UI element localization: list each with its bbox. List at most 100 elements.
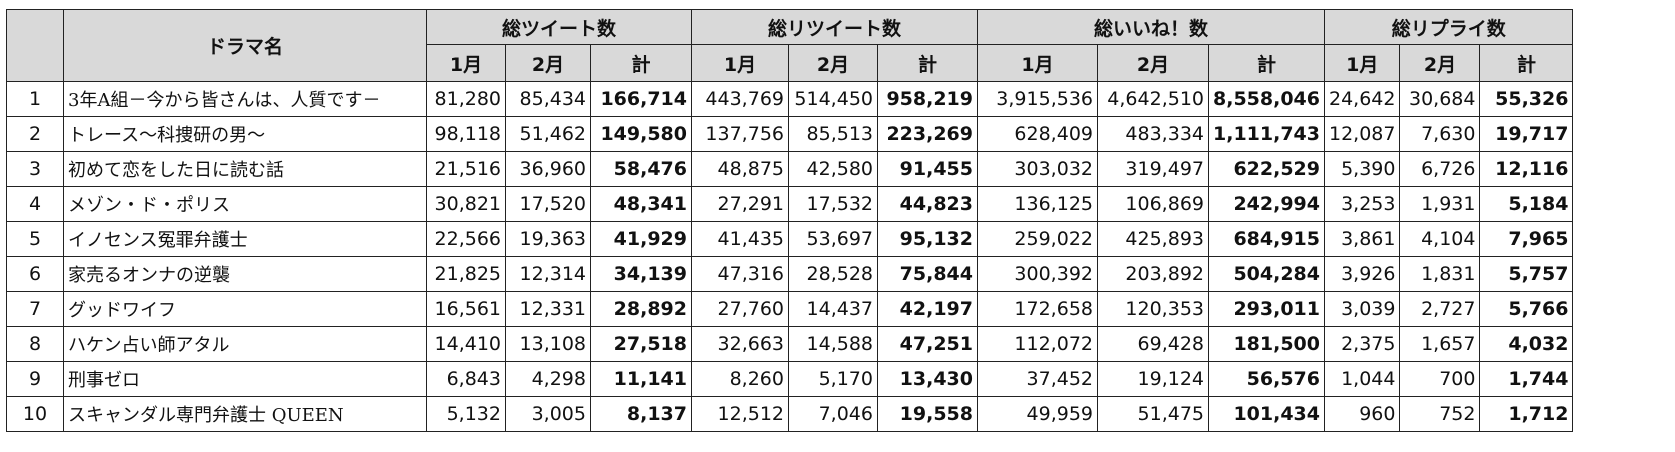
retweets-total: 19,558 bbox=[877, 396, 978, 432]
row-number: 4 bbox=[6, 186, 64, 222]
sub-header-jan: 1月 bbox=[977, 44, 1098, 82]
replies-feb: 752 bbox=[1399, 396, 1481, 432]
row-number: 9 bbox=[6, 361, 64, 397]
table-row: 7 グッドワイフ 16,561 12,331 28,892 27,760 14,437 42,… bbox=[6, 291, 1574, 327]
likes-feb: 106,869 bbox=[1097, 186, 1209, 222]
retweets-total: 47,251 bbox=[877, 326, 978, 362]
likes-jan: 300,392 bbox=[977, 256, 1098, 292]
row-number: 8 bbox=[6, 326, 64, 362]
table-row: 5 イノセンス冤罪弁護士 22,566 19,363 41,929 41,435 53,69… bbox=[6, 221, 1574, 257]
drama-title: トレース～科捜研の男～ bbox=[63, 116, 427, 152]
tweets-feb: 19,363 bbox=[505, 221, 591, 257]
retweets-feb: 28,528 bbox=[788, 256, 878, 292]
retweets-total: 13,430 bbox=[877, 361, 978, 397]
likes-feb: 120,353 bbox=[1097, 291, 1209, 327]
retweets-feb: 514,450 bbox=[788, 81, 878, 117]
tweets-feb: 36,960 bbox=[505, 151, 591, 187]
sub-header-feb: 2月 bbox=[1097, 44, 1209, 82]
replies-feb: 1,831 bbox=[1399, 256, 1481, 292]
replies-jan: 960 bbox=[1323, 396, 1401, 432]
replies-total: 5,766 bbox=[1479, 291, 1574, 327]
retweets-jan: 48,875 bbox=[691, 151, 789, 187]
tweets-header: 総ツイート数 bbox=[426, 9, 692, 45]
replies-feb: 7,630 bbox=[1399, 116, 1481, 152]
retweets-feb: 42,580 bbox=[788, 151, 878, 187]
likes-feb: 319,497 bbox=[1097, 151, 1209, 187]
tweets-total: 27,518 bbox=[590, 326, 692, 362]
sub-header-feb: 2月 bbox=[505, 44, 591, 82]
drama-stats-table: ドラマ名 総ツイート数 総リツイート数 総いいね！数 総リプライ数 1月 2月 … bbox=[6, 9, 1574, 432]
retweets-jan: 12,512 bbox=[691, 396, 789, 432]
row-number: 7 bbox=[6, 291, 64, 327]
tweets-jan: 81,280 bbox=[426, 81, 506, 117]
tweets-total: 58,476 bbox=[590, 151, 692, 187]
likes-jan: 628,409 bbox=[977, 116, 1098, 152]
likes-jan: 303,032 bbox=[977, 151, 1098, 187]
likes-header: 総いいね！数 bbox=[977, 9, 1325, 45]
sub-header-feb: 2月 bbox=[1399, 44, 1481, 82]
tweets-total: 11,141 bbox=[590, 361, 692, 397]
likes-total: 56,576 bbox=[1208, 361, 1325, 397]
sub-header-total: 計 bbox=[877, 44, 978, 82]
replies-feb: 2,727 bbox=[1399, 291, 1481, 327]
replies-header: 総リプライ数 bbox=[1323, 9, 1574, 45]
tweets-jan: 5,132 bbox=[426, 396, 506, 432]
tweets-total: 41,929 bbox=[590, 221, 692, 257]
likes-total: 1,111,743 bbox=[1208, 116, 1325, 152]
tweets-feb: 13,108 bbox=[505, 326, 591, 362]
drama-title: メゾン・ド・ポリス bbox=[63, 186, 427, 222]
tweets-feb: 4,298 bbox=[505, 361, 591, 397]
replies-total: 4,032 bbox=[1479, 326, 1574, 362]
retweets-feb: 14,588 bbox=[788, 326, 878, 362]
replies-total: 55,326 bbox=[1479, 81, 1574, 117]
retweets-total: 95,132 bbox=[877, 221, 978, 257]
replies-jan: 24,642 bbox=[1323, 81, 1401, 117]
tweets-feb: 12,331 bbox=[505, 291, 591, 327]
table-row: 8 ハケン占い師アタル 14,410 13,108 27,518 32,663 14,588… bbox=[6, 326, 1574, 362]
replies-feb: 6,726 bbox=[1399, 151, 1481, 187]
retweets-feb: 5,170 bbox=[788, 361, 878, 397]
replies-total: 5,757 bbox=[1479, 256, 1574, 292]
tweets-jan: 98,118 bbox=[426, 116, 506, 152]
table-row: 10 スキャンダル専門弁護士 QUEEN 5,132 3,005 8,137 12,512… bbox=[6, 396, 1574, 432]
retweets-total: 75,844 bbox=[877, 256, 978, 292]
tweets-feb: 85,434 bbox=[505, 81, 591, 117]
retweets-header: 総リツイート数 bbox=[691, 9, 978, 45]
row-number: 10 bbox=[6, 396, 64, 432]
drama-title: 刑事ゼロ bbox=[63, 361, 427, 397]
table-row: 4 メゾン・ド・ポリス 30,821 17,520 48,341 27,291 17,532… bbox=[6, 186, 1574, 222]
sub-header-jan: 1月 bbox=[691, 44, 789, 82]
row-number: 1 bbox=[6, 81, 64, 117]
row-number: 5 bbox=[6, 221, 64, 257]
retweets-jan: 32,663 bbox=[691, 326, 789, 362]
drama-title: 3年A組－今から皆さんは、人質です－ bbox=[63, 81, 427, 117]
tweets-total: 149,580 bbox=[590, 116, 692, 152]
sub-header-total: 計 bbox=[1479, 44, 1574, 82]
row-number: 3 bbox=[6, 151, 64, 187]
drama-title: 家売るオンナの逆襲 bbox=[63, 256, 427, 292]
likes-total: 504,284 bbox=[1208, 256, 1325, 292]
likes-jan: 49,959 bbox=[977, 396, 1098, 432]
row-number: 6 bbox=[6, 256, 64, 292]
table-row: 1 3年A組－今から皆さんは、人質です－ 81,280 85,434 166,714 44… bbox=[6, 81, 1574, 117]
tweets-jan: 22,566 bbox=[426, 221, 506, 257]
likes-jan: 37,452 bbox=[977, 361, 1098, 397]
sub-header-total: 計 bbox=[590, 44, 692, 82]
retweets-total: 42,197 bbox=[877, 291, 978, 327]
replies-jan: 3,926 bbox=[1323, 256, 1401, 292]
likes-total: 684,915 bbox=[1208, 221, 1325, 257]
retweets-jan: 137,756 bbox=[691, 116, 789, 152]
likes-jan: 172,658 bbox=[977, 291, 1098, 327]
replies-jan: 5,390 bbox=[1323, 151, 1401, 187]
replies-feb: 1,657 bbox=[1399, 326, 1481, 362]
retweets-total: 958,219 bbox=[877, 81, 978, 117]
retweets-jan: 47,316 bbox=[691, 256, 789, 292]
drama-title: ハケン占い師アタル bbox=[63, 326, 427, 362]
likes-feb: 4,642,510 bbox=[1097, 81, 1209, 117]
likes-feb: 203,892 bbox=[1097, 256, 1209, 292]
retweets-jan: 27,760 bbox=[691, 291, 789, 327]
drama-name-header: ドラマ名 bbox=[63, 9, 427, 82]
sub-header-total: 計 bbox=[1208, 44, 1325, 82]
likes-total: 622,529 bbox=[1208, 151, 1325, 187]
sub-header-feb: 2月 bbox=[788, 44, 878, 82]
